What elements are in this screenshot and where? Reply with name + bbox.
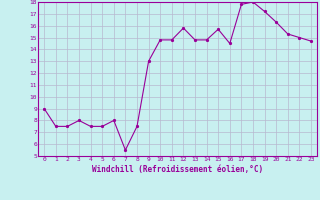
X-axis label: Windchill (Refroidissement éolien,°C): Windchill (Refroidissement éolien,°C)	[92, 165, 263, 174]
